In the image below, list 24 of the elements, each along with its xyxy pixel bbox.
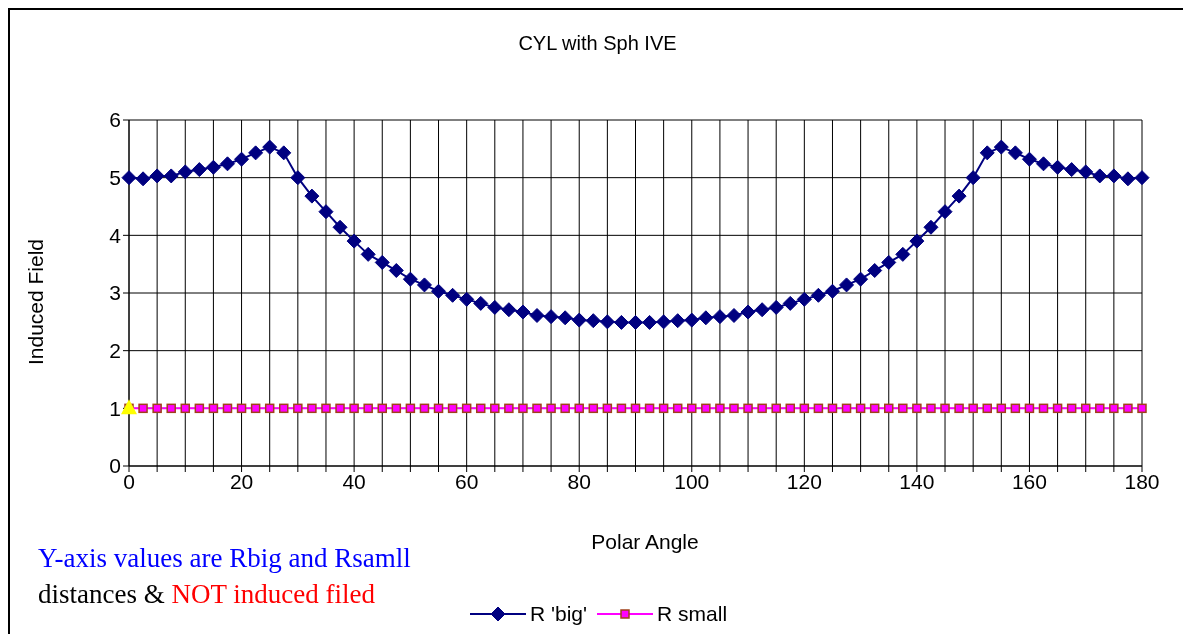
y-tick-label: 0 bbox=[109, 454, 121, 478]
x-tick-label: 40 bbox=[342, 469, 366, 493]
text: NOT induced filed bbox=[171, 579, 375, 609]
y-tick-label: 5 bbox=[109, 166, 121, 190]
x-tick-label: 180 bbox=[1124, 469, 1160, 493]
x-tick-label: 100 bbox=[674, 469, 710, 493]
x-axis-title: Polar Angle bbox=[590, 530, 700, 554]
legend-label: R 'big' bbox=[530, 602, 588, 626]
y-tick-label: 2 bbox=[109, 339, 121, 363]
x-tick-label: 120 bbox=[786, 469, 822, 493]
y-tick-label: 6 bbox=[109, 108, 121, 132]
text: distances & bbox=[38, 579, 166, 609]
x-tick-label: 20 bbox=[229, 469, 254, 493]
x-tick-label: 160 bbox=[1011, 469, 1047, 493]
x-tick-label: 80 bbox=[567, 469, 591, 493]
x-tick-label: 60 bbox=[454, 469, 479, 493]
chart-title: CYL with Sph IVE bbox=[517, 32, 678, 55]
legend-label: R small bbox=[657, 602, 728, 626]
y-tick-label: 3 bbox=[109, 281, 121, 305]
y-tick-label: 1 bbox=[109, 396, 121, 420]
text: Y-axis values are Rbig and Rsamll bbox=[38, 542, 411, 575]
y-tick-label: 4 bbox=[109, 223, 122, 247]
y-axis-title: Induced Field bbox=[24, 238, 48, 366]
x-tick-label: 140 bbox=[899, 469, 935, 493]
